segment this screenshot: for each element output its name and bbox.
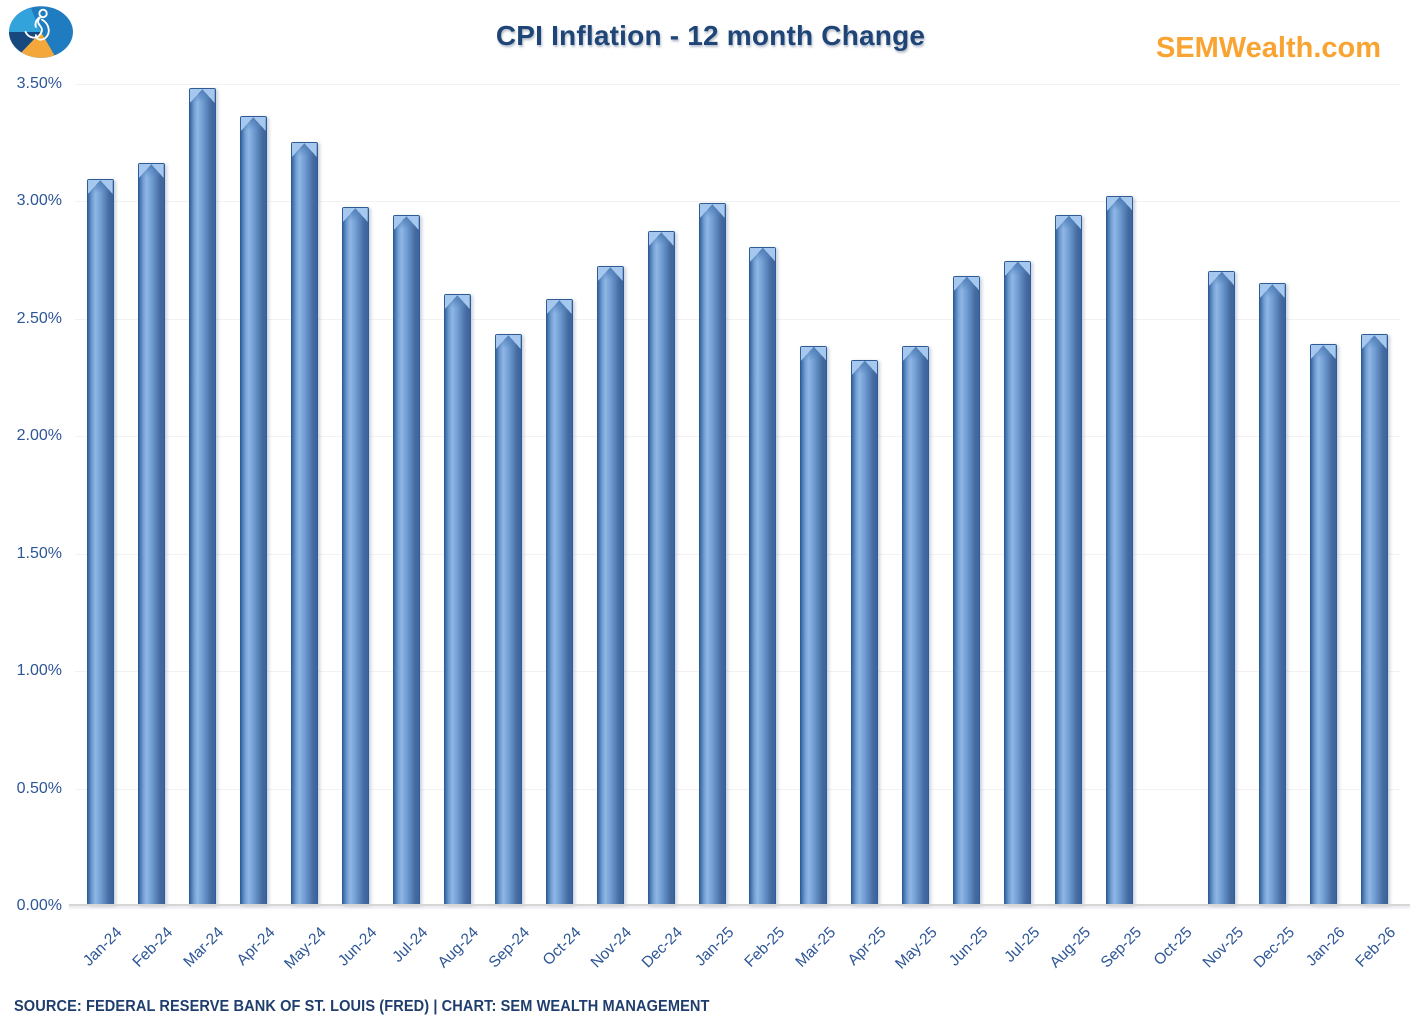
bar bbox=[1310, 344, 1338, 905]
x-axis-tick-label: Feb-25 bbox=[741, 924, 789, 971]
bar bbox=[341, 207, 369, 905]
x-axis-tick-label: Sep-24 bbox=[485, 924, 534, 972]
bar bbox=[902, 346, 930, 905]
y-axis-tick-label: 2.50% bbox=[16, 309, 62, 327]
y-axis-tick-label: 1.50% bbox=[16, 544, 62, 562]
bar bbox=[239, 116, 267, 905]
gridline bbox=[75, 201, 1400, 203]
sem-logo-graphic bbox=[9, 6, 73, 58]
x-axis-tick-label: Nov-25 bbox=[1199, 924, 1247, 972]
y-axis-tick-label: 1.00% bbox=[16, 662, 62, 680]
gridline bbox=[75, 671, 1400, 673]
bar bbox=[596, 266, 624, 905]
source-caption: SOURCE: FEDERAL RESERVE BANK OF ST. LOUI… bbox=[14, 998, 710, 1015]
bar-chart: 0.00% 0.50% 1.00% 1.50% 2.00% 2.50% 3.00% 3.50%… bbox=[17, 75, 1410, 973]
x-axis-tick-label: Dec-25 bbox=[1250, 924, 1298, 972]
x-axis-tick-label: Aug-24 bbox=[434, 924, 483, 972]
y-axis-tick-label: 2.00% bbox=[16, 427, 62, 445]
x-axis-tick-label: Dec-24 bbox=[638, 924, 687, 972]
bar bbox=[1259, 283, 1287, 905]
y-axis-tick-label: 0.00% bbox=[16, 897, 62, 914]
y-axis-tick-label: 3.00% bbox=[16, 192, 62, 210]
x-axis-tick-label: Feb-24 bbox=[129, 924, 177, 971]
bar bbox=[953, 276, 981, 905]
x-axis-tick-label: May-25 bbox=[892, 924, 941, 973]
brand-link[interactable]: SEMWealth.com bbox=[1155, 32, 1381, 64]
gridline bbox=[75, 84, 1400, 85]
x-axis-tick-label: Jan-26 bbox=[1303, 924, 1349, 970]
x-axis-tick-label: Jul-25 bbox=[1000, 924, 1043, 966]
bar bbox=[545, 299, 573, 905]
gridline bbox=[75, 436, 1400, 438]
y-axis-tick-label: 0.50% bbox=[16, 779, 62, 797]
bar bbox=[392, 215, 420, 905]
gridline bbox=[75, 788, 1400, 790]
x-axis-tick-label: Aug-25 bbox=[1046, 924, 1094, 972]
bar bbox=[494, 334, 522, 905]
x-axis-tick-label: Mar-24 bbox=[180, 924, 228, 971]
x-axis-tick-label: Oct-24 bbox=[539, 924, 585, 969]
sem-logo-icon bbox=[8, 4, 74, 60]
bar bbox=[1361, 334, 1389, 905]
x-axis-tick-label: May-24 bbox=[280, 924, 330, 973]
x-axis-tick-label: Apr-24 bbox=[233, 924, 279, 969]
x-axis-tick-label: Mar-25 bbox=[792, 924, 839, 971]
bar bbox=[443, 294, 471, 905]
gridline bbox=[75, 318, 1400, 320]
bar bbox=[1055, 215, 1083, 905]
bar bbox=[290, 142, 318, 905]
bar bbox=[1106, 196, 1134, 905]
bar bbox=[1208, 271, 1236, 905]
x-axis-tick-label: Feb-26 bbox=[1352, 924, 1400, 971]
bar bbox=[800, 346, 828, 905]
x-axis-tick-label: Jan-24 bbox=[79, 924, 126, 970]
x-axis-tick-label: Jul-24 bbox=[389, 924, 432, 966]
bar bbox=[749, 247, 777, 905]
y-axis-tick-label: 3.50% bbox=[16, 75, 62, 92]
x-axis-tick-label: Nov-24 bbox=[587, 924, 636, 972]
chart-title: CPI Inflation - 12 month Change bbox=[495, 20, 926, 51]
bar bbox=[647, 231, 675, 905]
bar bbox=[137, 163, 165, 905]
bar bbox=[188, 88, 216, 905]
bar bbox=[851, 360, 879, 905]
x-axis-tick-label: Oct-25 bbox=[1150, 924, 1196, 969]
x-axis-tick-label: Jan-25 bbox=[691, 924, 738, 970]
bar bbox=[698, 203, 726, 905]
bar bbox=[1004, 261, 1032, 905]
bar bbox=[86, 179, 114, 905]
x-axis-tick-label: Jun-24 bbox=[334, 924, 381, 970]
x-axis-tick-label: Sep-25 bbox=[1097, 924, 1145, 972]
gridline bbox=[75, 553, 1400, 555]
x-axis-tick-label: Jun-25 bbox=[946, 924, 992, 970]
x-axis-line bbox=[69, 904, 1410, 906]
x-axis-tick-label: Apr-25 bbox=[845, 924, 890, 969]
